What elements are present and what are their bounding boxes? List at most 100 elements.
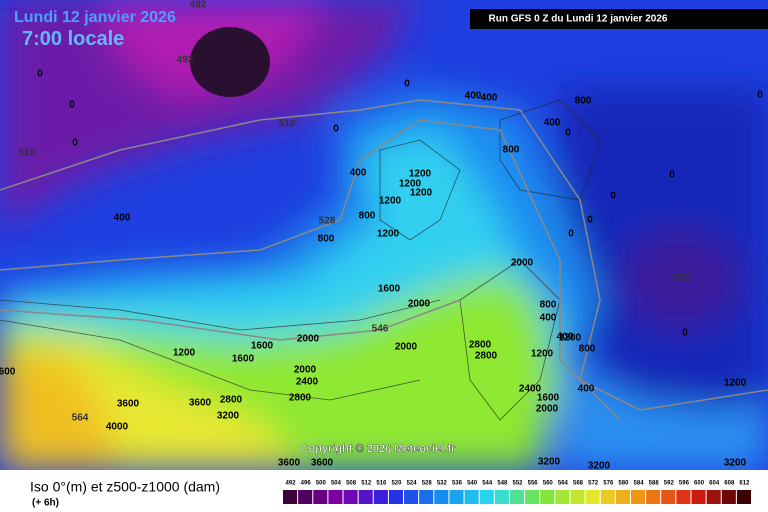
map-label: 400 [350, 168, 367, 179]
map-label: 1200 [379, 196, 402, 207]
scale-label: 568 [573, 481, 584, 487]
map-label: 2000 [294, 365, 317, 376]
scale-label: 516 [376, 481, 387, 487]
scale-label: 524 [407, 481, 418, 487]
map-label: 510 [674, 273, 691, 284]
map-label: 1600 [232, 354, 255, 365]
scale-label: 508 [346, 481, 357, 487]
scale-label: 572 [588, 481, 599, 487]
map-label: 1200 [724, 378, 747, 389]
map-label: 1600 [537, 393, 560, 404]
map-label: 800 [318, 234, 335, 245]
map-label: 492 [177, 55, 194, 66]
scale-label: 592 [664, 481, 675, 487]
scale-swatch [721, 490, 736, 504]
map-label: 0 [610, 191, 616, 202]
map-label: 400 [557, 332, 574, 343]
scale-label: 600 [694, 481, 705, 487]
map-label: 2400 [296, 377, 319, 388]
scale-label: 512 [361, 481, 372, 487]
map-label: 564 [72, 413, 89, 424]
map-label: 0 [669, 170, 675, 181]
scale-label: 560 [543, 481, 554, 487]
map-label: 400 [465, 91, 482, 102]
scale-label: 596 [679, 481, 690, 487]
scale-swatch [585, 490, 600, 504]
map-label: 3600 [311, 458, 334, 469]
map-label: 2000 [395, 342, 418, 353]
scale-swatch [404, 490, 419, 504]
scale-swatch [615, 490, 630, 504]
map-label: 800 [575, 96, 592, 107]
map-label: 1200 [409, 169, 432, 180]
scale-label: 580 [618, 481, 629, 487]
copyright: Copyright © 2026 Meteociel.fr [301, 443, 457, 455]
scale-swatch [343, 490, 358, 504]
scale-label: 496 [301, 481, 312, 487]
map-label: 3200 [217, 411, 240, 422]
scale-label: 492 [286, 481, 297, 487]
map-label: 2000 [511, 258, 534, 269]
map-label: 0 [404, 79, 410, 90]
scale-swatch [555, 490, 570, 504]
map-date: Lundi 12 janvier 2026 [14, 9, 176, 26]
map-label: 0 [37, 69, 43, 80]
map-label: 2000 [536, 404, 559, 415]
scale-swatch [419, 490, 434, 504]
map-label: 0 [72, 138, 78, 149]
map-label: 0 [69, 100, 75, 111]
scale-label: 548 [497, 481, 508, 487]
scale-swatch [600, 490, 615, 504]
map-label: 2800 [289, 393, 312, 404]
map-label: 0 [587, 215, 593, 226]
scale-label: 504 [331, 481, 342, 487]
map-label: 800 [503, 145, 520, 156]
scale-label: 584 [634, 481, 645, 487]
map-label: 1200 [173, 348, 196, 359]
legend-title: Iso 0°(m) et z500-z1000 (dam) [30, 479, 220, 495]
scale-swatch [570, 490, 585, 504]
map-label: 400 [114, 213, 131, 224]
map-label: 2800 [220, 395, 243, 406]
run-info: Run GFS 0 Z du Lundi 12 janvier 2026 [489, 14, 668, 25]
map-label: 3200 [724, 458, 747, 469]
map-label: 1200 [531, 349, 554, 360]
scale-swatch [388, 490, 404, 504]
scale-label: 608 [724, 481, 735, 487]
map-label: 492 [190, 0, 207, 11]
map-label: 800 [540, 300, 557, 311]
map-label: 2400 [519, 384, 542, 395]
map-label: 600 [0, 367, 16, 378]
scale-swatch [313, 490, 328, 504]
map-label: 1200 [377, 229, 400, 240]
map-label: 3200 [538, 457, 561, 468]
scale-label: 604 [709, 481, 720, 487]
scale-swatch [358, 490, 373, 504]
scale-swatch [736, 490, 751, 504]
scale-swatch [434, 490, 449, 504]
scale-swatch [494, 490, 509, 504]
map-time: 7:00 locale [22, 28, 124, 50]
scale-label: 564 [558, 481, 569, 487]
scale-swatch [691, 490, 706, 504]
scale-label: 556 [528, 481, 539, 487]
map-label: 510 [279, 119, 296, 130]
map-label: 0 [757, 90, 763, 101]
run-banner [470, 9, 768, 29]
map-label: 0 [565, 128, 571, 139]
map-label: 3600 [117, 399, 140, 410]
scale-swatch [706, 490, 721, 504]
scale-label: 532 [437, 481, 448, 487]
scale-swatch [479, 490, 494, 504]
scale-label: 612 [739, 481, 750, 487]
scale-swatch [449, 490, 464, 504]
scale-swatch [298, 490, 313, 504]
map-label: 3600 [189, 398, 212, 409]
scale-label: 576 [603, 481, 614, 487]
map-label: 400 [544, 118, 561, 129]
map-label: 400 [540, 313, 557, 324]
geopotential-contours [0, 99, 768, 421]
scale-label: 544 [482, 481, 493, 487]
scale-label: 552 [512, 481, 523, 487]
map-label: 3200 [588, 461, 611, 472]
